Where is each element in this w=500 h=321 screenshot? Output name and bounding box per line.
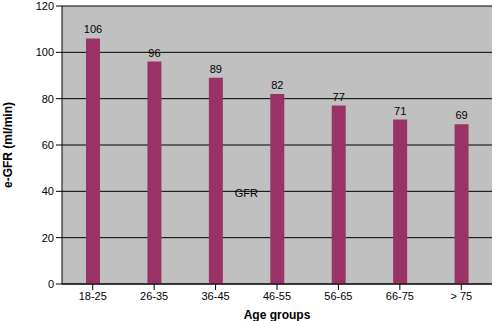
svg-text:18-25: 18-25 xyxy=(79,290,107,302)
svg-text:89: 89 xyxy=(210,63,222,75)
svg-text:71: 71 xyxy=(394,105,406,117)
svg-text:e-GFR (ml/min): e-GFR (ml/min) xyxy=(1,102,15,188)
svg-text:40: 40 xyxy=(42,185,54,197)
svg-text:120: 120 xyxy=(36,0,54,12)
svg-text:20: 20 xyxy=(42,232,54,244)
svg-text:106: 106 xyxy=(84,23,102,35)
svg-text:77: 77 xyxy=(333,91,345,103)
svg-text:46-55: 46-55 xyxy=(263,290,291,302)
svg-text:100: 100 xyxy=(36,46,54,58)
svg-text:80: 80 xyxy=(42,93,54,105)
svg-text:69: 69 xyxy=(455,109,467,121)
html-text:GFR: GFR xyxy=(234,187,258,199)
svg-text:96: 96 xyxy=(148,47,160,59)
svg-text:56-65: 56-65 xyxy=(324,290,352,302)
svg-text:26-35: 26-35 xyxy=(140,290,168,302)
svg-text:36-45: 36-45 xyxy=(202,290,230,302)
svg-text:0: 0 xyxy=(48,278,54,290)
svg-text:60: 60 xyxy=(42,139,54,151)
svg-text:66-75: 66-75 xyxy=(386,290,414,302)
svg-text:82: 82 xyxy=(271,79,283,91)
svg-text:> 75: > 75 xyxy=(450,290,472,302)
svg-text:Age groups: Age groups xyxy=(244,308,311,321)
